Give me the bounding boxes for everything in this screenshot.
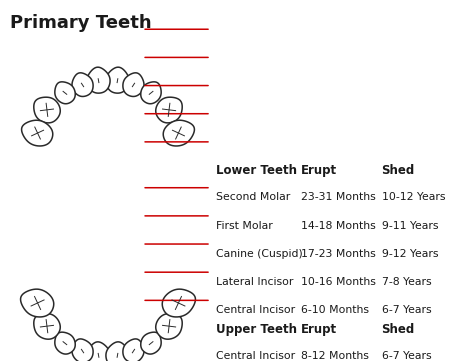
Text: Erupt: Erupt <box>301 323 337 336</box>
Text: 6-7 Years: 6-7 Years <box>382 351 431 361</box>
Text: Canine (Cuspid): Canine (Cuspid) <box>216 249 302 259</box>
Text: 9-11 Years: 9-11 Years <box>382 221 438 231</box>
PathPatch shape <box>55 332 75 354</box>
PathPatch shape <box>123 339 144 361</box>
Text: Central Incisor: Central Incisor <box>216 351 295 361</box>
Text: 14-18 Months: 14-18 Months <box>301 221 376 231</box>
Text: 9-12 Years: 9-12 Years <box>382 249 438 259</box>
Text: 23-31 Months: 23-31 Months <box>301 192 376 203</box>
PathPatch shape <box>106 67 129 93</box>
Text: Central Incisor: Central Incisor <box>216 305 295 315</box>
Text: 17-23 Months: 17-23 Months <box>301 249 376 259</box>
PathPatch shape <box>106 342 129 361</box>
PathPatch shape <box>87 342 110 361</box>
Text: Second Molar: Second Molar <box>216 192 290 203</box>
PathPatch shape <box>72 339 93 361</box>
PathPatch shape <box>156 97 182 123</box>
Text: 10-12 Years: 10-12 Years <box>382 192 445 203</box>
Text: Shed: Shed <box>382 323 415 336</box>
Text: Upper Teeth: Upper Teeth <box>216 323 297 336</box>
PathPatch shape <box>123 73 144 96</box>
Text: 10-16 Months: 10-16 Months <box>301 277 376 287</box>
Text: Lateral Incisor: Lateral Incisor <box>216 277 293 287</box>
Text: 7-8 Years: 7-8 Years <box>382 277 431 287</box>
Text: Shed: Shed <box>382 164 415 177</box>
PathPatch shape <box>163 120 194 146</box>
PathPatch shape <box>20 289 54 317</box>
PathPatch shape <box>34 313 60 339</box>
Text: Primary Teeth: Primary Teeth <box>10 14 152 32</box>
Text: Erupt: Erupt <box>301 164 337 177</box>
PathPatch shape <box>87 67 110 93</box>
Text: 6-10 Months: 6-10 Months <box>301 305 369 315</box>
Text: First Molar: First Molar <box>216 221 273 231</box>
PathPatch shape <box>34 97 60 123</box>
PathPatch shape <box>72 73 93 96</box>
PathPatch shape <box>22 120 53 146</box>
PathPatch shape <box>55 82 75 104</box>
PathPatch shape <box>162 289 195 317</box>
Text: 8-12 Months: 8-12 Months <box>301 351 369 361</box>
PathPatch shape <box>156 313 182 339</box>
Text: 6-7 Years: 6-7 Years <box>382 305 431 315</box>
PathPatch shape <box>141 332 161 354</box>
PathPatch shape <box>141 82 161 104</box>
Text: Lower Teeth: Lower Teeth <box>216 164 297 177</box>
